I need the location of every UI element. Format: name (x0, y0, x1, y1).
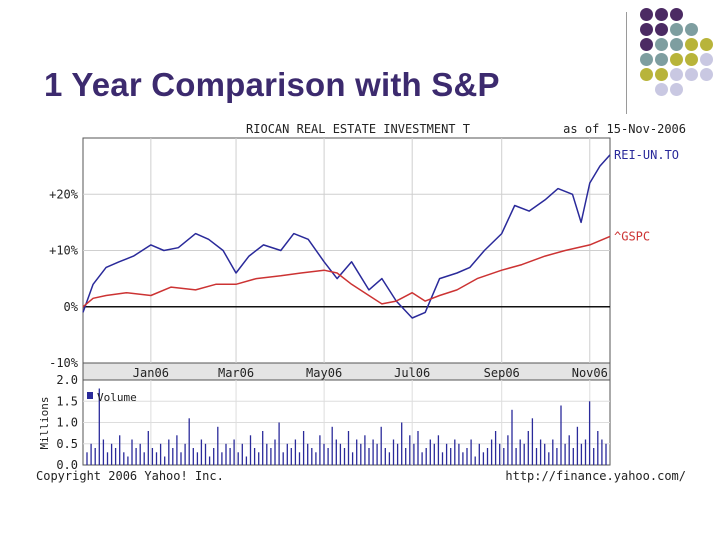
x-tick-label: Jan06 (133, 366, 169, 380)
series-label: REI-UN.TO (614, 148, 679, 162)
volume-axis-label: Millions (38, 397, 51, 450)
copyright-text: Copyright 2006 Yahoo! Inc. (36, 469, 224, 483)
volume-legend-swatch (87, 392, 93, 399)
chart-date: as of 15-Nov-2006 (563, 122, 686, 136)
x-tick-label: May06 (306, 366, 342, 380)
decor-dot (700, 68, 713, 81)
decor-dot (655, 83, 668, 96)
decor-dot (640, 68, 653, 81)
volume-y-tick-label: 2.0 (56, 373, 78, 387)
y-tick-label: 0% (64, 300, 79, 314)
decor-dot (655, 23, 668, 36)
volume-y-tick-label: 0.5 (56, 437, 78, 451)
decor-dot (685, 23, 698, 36)
y-tick-label: +20% (49, 187, 79, 201)
series-line-1 (82, 235, 611, 308)
volume-legend-label: Volume (97, 391, 137, 404)
decor-dot (655, 38, 668, 51)
decor-dot (640, 23, 653, 36)
y-tick-label: -10% (49, 356, 79, 370)
series-line-0 (82, 154, 611, 319)
decor-dot (700, 38, 713, 51)
y-tick-label: +10% (49, 244, 79, 258)
volume-y-tick-label: 1.5 (56, 394, 78, 408)
volume-y-tick-label: 0.0 (56, 458, 78, 472)
x-tick-label: Sep06 (484, 366, 520, 380)
decor-dot (670, 68, 683, 81)
x-tick-label: Nov06 (572, 366, 608, 380)
decor-dot (685, 68, 698, 81)
series-label: ^GSPC (614, 229, 650, 243)
decor-dot (700, 53, 713, 66)
decor-divider (626, 12, 627, 114)
decor-dot (640, 38, 653, 51)
decor-dot (685, 38, 698, 51)
x-tick-label: Jul06 (394, 366, 430, 380)
decor-dot (670, 53, 683, 66)
decor-dot (655, 68, 668, 81)
chart-title: RIOCAN REAL ESTATE INVESTMENT T (246, 122, 470, 136)
decor-dot (655, 8, 668, 21)
decor-dot (670, 23, 683, 36)
decor-dot (640, 8, 653, 21)
volume-y-tick-label: 1.0 (56, 416, 78, 430)
x-tick-label: Mar06 (218, 366, 254, 380)
decor-dot (640, 53, 653, 66)
decor-dot (670, 38, 683, 51)
slide-title: 1 Year Comparison with S&P (44, 66, 500, 103)
decor-dot (685, 53, 698, 66)
decor-dot (670, 83, 683, 96)
source-url: http://finance.yahoo.com/ (505, 469, 686, 483)
decor-dot (655, 53, 668, 66)
decor-dot (670, 8, 683, 21)
